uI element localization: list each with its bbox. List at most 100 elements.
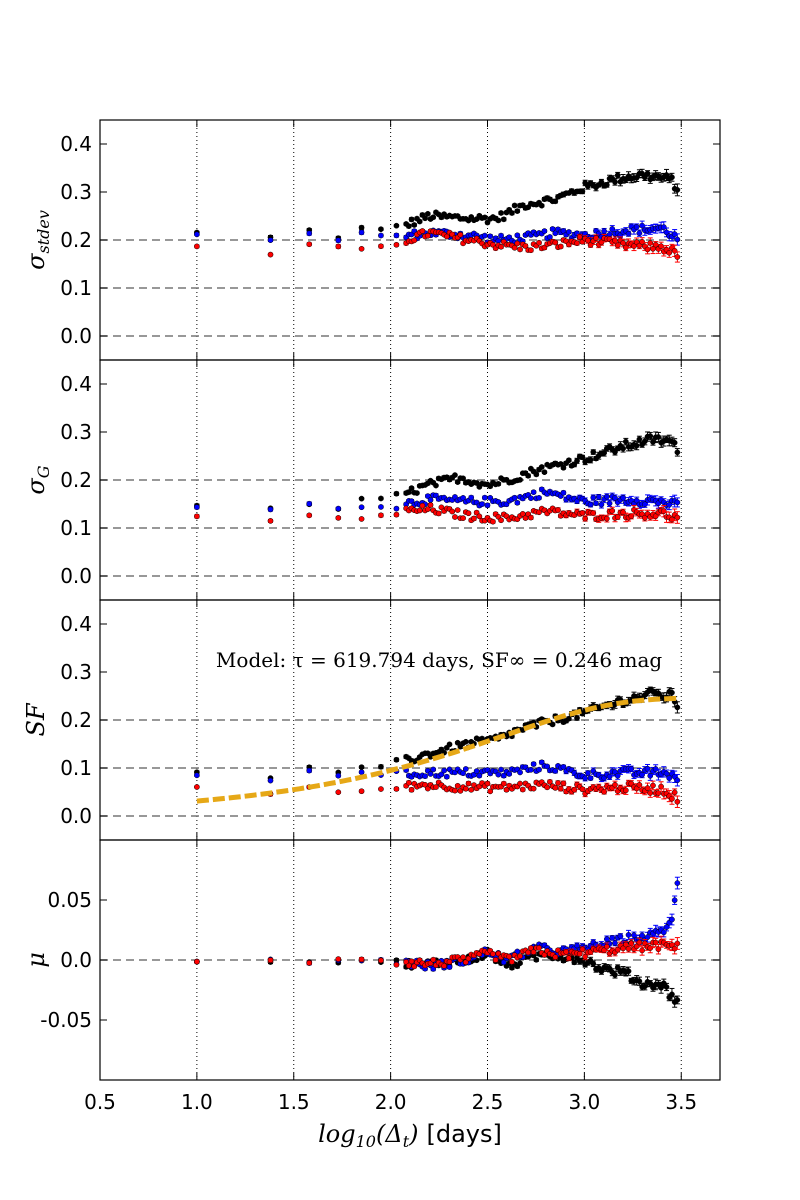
data-point — [517, 769, 523, 776]
data-point — [612, 179, 618, 185]
y-tick-label: 0.0 — [60, 324, 92, 348]
data-point — [669, 916, 675, 923]
data-point — [536, 766, 542, 773]
data-point — [194, 958, 200, 965]
data-point — [549, 721, 556, 728]
data-point — [393, 505, 400, 512]
data-point — [533, 956, 540, 963]
data-point — [335, 956, 342, 962]
data-point — [647, 433, 654, 439]
y-axis-label: σG — [22, 465, 53, 494]
data-point — [582, 515, 589, 522]
data-point — [519, 786, 526, 793]
data-point — [552, 768, 559, 774]
data-point — [500, 216, 507, 223]
data-point — [481, 232, 488, 239]
y-tick-label: 0.2 — [60, 228, 92, 252]
data-point — [674, 777, 681, 784]
y-tick-label: 0.2 — [60, 468, 92, 492]
data-point — [460, 770, 466, 777]
data-point — [378, 512, 384, 519]
data-point — [628, 765, 635, 772]
data-point — [517, 780, 523, 787]
data-point — [393, 232, 400, 239]
data-point — [267, 251, 274, 258]
y-axis-label-sub: stdev — [34, 210, 53, 253]
data-point — [633, 442, 640, 449]
data-point — [405, 223, 412, 229]
data-point — [433, 784, 439, 790]
data-point — [647, 772, 654, 779]
data-point — [358, 956, 365, 963]
data-point — [446, 958, 453, 965]
data-point — [528, 495, 534, 502]
data-point — [528, 766, 534, 773]
data-point — [536, 239, 542, 246]
data-point — [378, 957, 384, 964]
data-point — [633, 224, 640, 230]
data-point — [663, 984, 670, 990]
y-tick-label: 0.1 — [60, 276, 92, 300]
y-tick-label: 0.1 — [60, 516, 92, 540]
data-point — [609, 934, 616, 941]
data-point — [335, 789, 342, 796]
data-point — [378, 504, 384, 510]
data-point — [541, 228, 548, 234]
data-point — [647, 790, 654, 796]
data-point — [422, 773, 428, 780]
data-point — [393, 756, 400, 763]
data-point — [576, 234, 583, 240]
y-axis-label: σstdev — [22, 210, 53, 270]
data-point — [574, 240, 580, 247]
data-point — [614, 172, 621, 179]
data-point — [660, 508, 667, 515]
data-point — [579, 188, 586, 195]
data-point — [674, 187, 681, 193]
data-point — [530, 489, 537, 496]
data-point — [498, 766, 504, 773]
data-point — [574, 715, 580, 721]
data-point — [639, 771, 645, 778]
data-point — [378, 786, 384, 792]
data-point — [462, 785, 469, 792]
data-point — [454, 479, 461, 485]
data-point — [430, 956, 437, 963]
data-point — [411, 963, 418, 970]
data-point — [552, 230, 559, 237]
data-point — [194, 784, 200, 790]
panel-sigma_stdev: 0.0 0.1 0.2 0.3 0.4 σstdev — [22, 119, 721, 361]
data-point — [612, 971, 618, 978]
data-point — [536, 495, 542, 501]
data-point — [658, 243, 664, 250]
data-point — [358, 229, 365, 236]
data-point — [378, 763, 384, 770]
data-point — [335, 505, 342, 512]
data-point — [593, 235, 599, 241]
data-point — [306, 960, 313, 966]
y-tick-label: 0.3 — [60, 660, 92, 684]
data-point — [522, 515, 529, 521]
data-point — [452, 514, 458, 520]
data-point — [306, 500, 313, 507]
data-point — [593, 500, 599, 507]
data-point — [476, 772, 483, 779]
data-point — [358, 495, 365, 502]
data-point — [557, 243, 564, 250]
data-point — [655, 434, 662, 440]
data-point — [422, 215, 428, 222]
data-point — [358, 788, 365, 795]
data-point — [194, 504, 200, 511]
data-point — [582, 775, 589, 782]
data-point — [574, 457, 580, 464]
data-point — [604, 515, 610, 522]
data-point — [495, 481, 502, 487]
data-point — [590, 510, 597, 516]
data-point — [560, 464, 567, 471]
data-point — [511, 244, 518, 251]
data-point — [560, 489, 567, 496]
data-point — [424, 232, 431, 239]
data-point — [647, 240, 654, 246]
data-point — [622, 787, 629, 794]
data-point — [358, 504, 365, 511]
data-point — [555, 507, 561, 513]
